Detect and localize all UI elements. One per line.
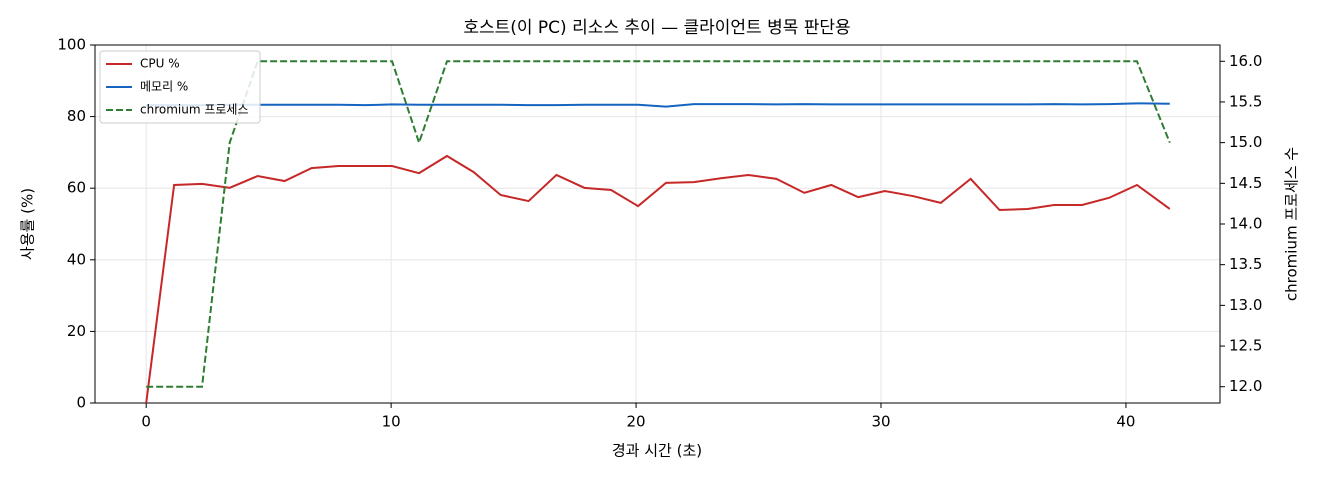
x-tick-label: 30 xyxy=(871,413,890,431)
legend-label: 메모리 % xyxy=(140,80,188,94)
y-tick-label: 80 xyxy=(67,107,86,125)
plot-frame xyxy=(94,44,1221,404)
legend: CPU % 메모리 % chromium 프로세스 xyxy=(99,50,261,124)
y-tick-label: 20 xyxy=(67,322,86,340)
y2-tick-label: 16.0 xyxy=(1229,52,1262,70)
x-tick-label: 40 xyxy=(1116,413,1135,431)
y2-tick-label: 13.5 xyxy=(1229,255,1262,273)
y-tick-label: 100 xyxy=(57,36,86,54)
legend-label: CPU % xyxy=(140,57,180,71)
y2-tick-label: 15.0 xyxy=(1229,133,1262,151)
legend-box xyxy=(99,50,261,124)
y2-tick-label: 12.0 xyxy=(1229,377,1262,395)
series-line xyxy=(146,102,1170,108)
y-tick-label: 0 xyxy=(76,394,86,412)
x-axis-label: 경과 시간 (초) xyxy=(612,442,702,460)
series-line xyxy=(146,60,1171,388)
x-tick-label: 10 xyxy=(382,413,401,431)
y2-tick-label: 15.5 xyxy=(1229,92,1262,110)
x-tick-label: 20 xyxy=(627,413,646,431)
series-line xyxy=(145,154,1171,404)
y-tick-label: 60 xyxy=(67,179,86,197)
y-axis-label: 사용률 (%) xyxy=(19,188,37,260)
y2-tick-label: 14.0 xyxy=(1229,215,1262,233)
chart-title: 호스트(이 PC) 리소스 추이 — 클라이언트 병목 판단용 xyxy=(463,18,850,38)
y2-tick-label: 13.0 xyxy=(1229,296,1262,314)
x-tick-label: 0 xyxy=(141,413,151,431)
y-tick-label: 40 xyxy=(67,250,86,268)
legend-label: chromium 프로세스 xyxy=(140,103,249,117)
y2-axis-label: chromium 프로세스 수 xyxy=(1283,147,1301,301)
y2-tick-label: 12.5 xyxy=(1229,337,1262,355)
y2-tick-label: 14.5 xyxy=(1229,174,1262,192)
